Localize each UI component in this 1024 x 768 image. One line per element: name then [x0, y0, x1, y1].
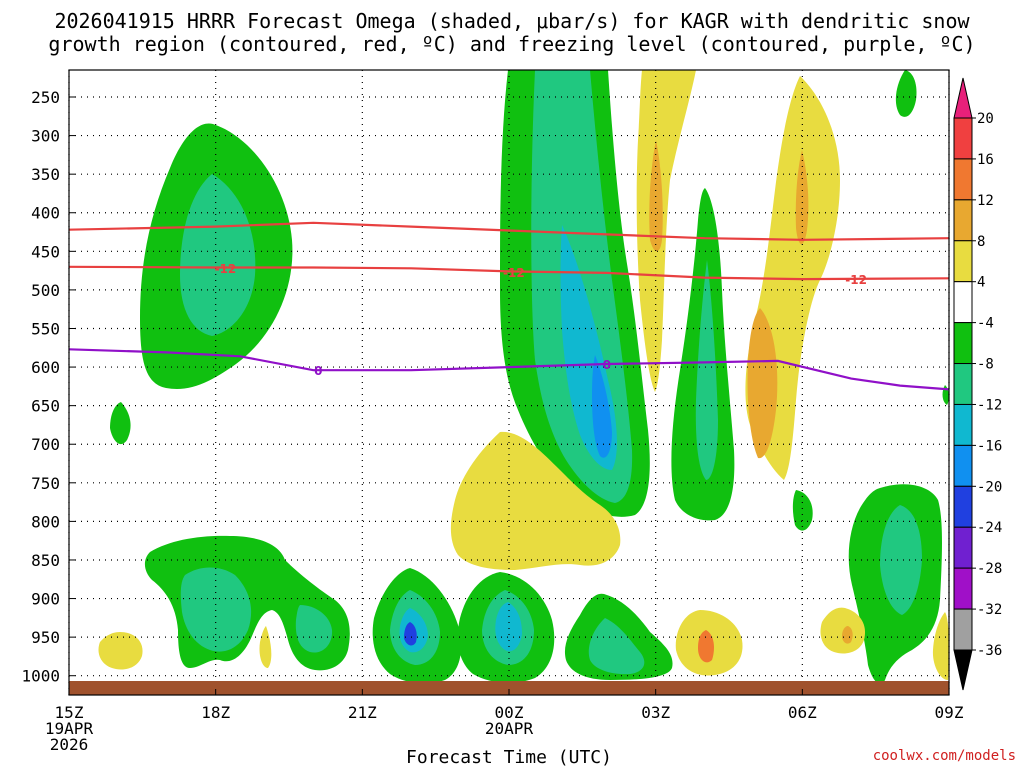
- omega-region: [636, 70, 696, 392]
- omega-region: [404, 622, 417, 646]
- y-tick-label: 250: [31, 88, 60, 107]
- colorbar-swatch: [953, 158, 973, 201]
- chart-title-line2: growth region (contoured, red, ºC) and f…: [48, 32, 975, 56]
- omega-region: [842, 626, 853, 644]
- y-tick-label: 800: [31, 512, 60, 531]
- omega-region: [698, 630, 714, 663]
- ground-layer: [69, 681, 949, 695]
- y-tick-label: 750: [31, 474, 60, 493]
- x-tick-label: 18Z: [201, 703, 230, 722]
- y-tick-label: 350: [31, 165, 60, 184]
- omega-shading: [98, 70, 949, 685]
- omega-region: [180, 174, 256, 336]
- y-tick-label: 850: [31, 551, 60, 570]
- colorbar-swatch: [953, 77, 973, 119]
- omega-region: [792, 490, 813, 531]
- contour-freezing-level: [69, 348, 949, 391]
- colorbar-swatch: [953, 281, 973, 324]
- y-tick-label: 300: [31, 127, 60, 146]
- y-tick-label: 700: [31, 435, 60, 454]
- contour-label: 0: [314, 364, 322, 378]
- omega-region: [747, 308, 778, 459]
- contour-label: -12: [845, 273, 867, 287]
- colorbar-label: -24: [977, 520, 1002, 536]
- colorbar-label: -8: [977, 357, 994, 373]
- colorbar-label: -16: [977, 438, 1002, 454]
- colorbar: 20 16 12 8 4 -4 -8 -12 -16 -20 -24 -28 -32 -36: [953, 77, 1002, 691]
- x-tick-label: 15Z: [55, 703, 84, 722]
- y-tick-label: 1000: [21, 667, 60, 686]
- y-axis: 250 300 350 400 450 500 550 600 650 700 750 800 850 9…: [21, 88, 75, 686]
- omega-region: [110, 402, 131, 445]
- colorbar-label: 8: [977, 234, 985, 250]
- omega-region: [592, 355, 612, 458]
- colorbar-swatch: [953, 363, 973, 405]
- colorbar-swatch: [953, 526, 973, 569]
- y-tick-label: 500: [31, 281, 60, 300]
- omega-region: [880, 505, 922, 615]
- x-tick-label: 19APR: [45, 719, 94, 738]
- colorbar-swatch: [953, 403, 973, 446]
- omega-region: [649, 140, 663, 252]
- colorbar-swatch: [953, 649, 973, 691]
- omega-region: [588, 618, 645, 675]
- colorbar-label: 4: [977, 275, 985, 291]
- colorbar-swatch: [953, 444, 973, 487]
- colorbar-swatch: [953, 199, 973, 242]
- y-tick-label: 600: [31, 358, 60, 377]
- y-tick-label: 950: [31, 628, 60, 647]
- omega-region: [795, 150, 809, 245]
- x-tick-label: 21Z: [348, 703, 377, 722]
- credit: coolwx.com/models: [873, 748, 1016, 764]
- x-tick-label: 2026: [50, 735, 89, 754]
- omega-region: [180, 567, 252, 652]
- omega-region: [820, 607, 866, 654]
- colorbar-label: -28: [977, 561, 1002, 577]
- colorbar-label: -12: [977, 397, 1002, 413]
- omega-region: [895, 70, 917, 117]
- y-tick-label: 650: [31, 397, 60, 416]
- contour-label: -12: [215, 262, 237, 276]
- colorbar-swatch: [953, 322, 973, 365]
- x-tick-label: 00Z: [495, 703, 524, 722]
- colorbar-label: -32: [977, 602, 1002, 618]
- omega-region: [495, 602, 522, 652]
- colorbar-label: -4: [977, 316, 994, 332]
- y-tick-label: 900: [31, 590, 60, 609]
- colorbar-swatch: [953, 608, 973, 651]
- chart-title-line1: 2026041915 HRRR Forecast Omega (shaded, …: [54, 9, 970, 33]
- colorbar-swatch: [953, 567, 973, 610]
- x-axis-label: Forecast Time (UTC): [406, 747, 612, 768]
- y-tick-label: 550: [31, 319, 60, 338]
- colorbar-label: 16: [977, 152, 994, 168]
- omega-region: [932, 612, 949, 680]
- colorbar-swatch: [953, 485, 973, 528]
- x-tick-label: 09Z: [935, 703, 964, 722]
- colorbar-swatch: [953, 240, 973, 283]
- omega-region: [450, 431, 621, 570]
- colorbar-label: -20: [977, 479, 1002, 495]
- contour-label: -12: [503, 266, 525, 280]
- omega-region: [259, 626, 272, 668]
- colorbar-label: 20: [977, 111, 994, 127]
- colorbar-swatch: [953, 117, 973, 160]
- colorbar-label: -36: [977, 643, 1002, 659]
- x-tick-label: 03Z: [641, 703, 670, 722]
- x-tick-label: 06Z: [788, 703, 817, 722]
- y-tick-label: 400: [31, 204, 60, 223]
- y-tick-label: 450: [31, 242, 60, 261]
- omega-region: [695, 260, 718, 480]
- contour-label: 0: [603, 358, 611, 372]
- x-tick-label: 20APR: [485, 719, 534, 738]
- contour-dgz-lower: [69, 265, 949, 281]
- contours: -12 -12 -12 0 0: [69, 221, 949, 391]
- omega-region: [98, 632, 143, 670]
- colorbar-label: 12: [977, 193, 994, 209]
- contour-dgz-upper: [69, 221, 949, 241]
- omega-region: [295, 605, 333, 653]
